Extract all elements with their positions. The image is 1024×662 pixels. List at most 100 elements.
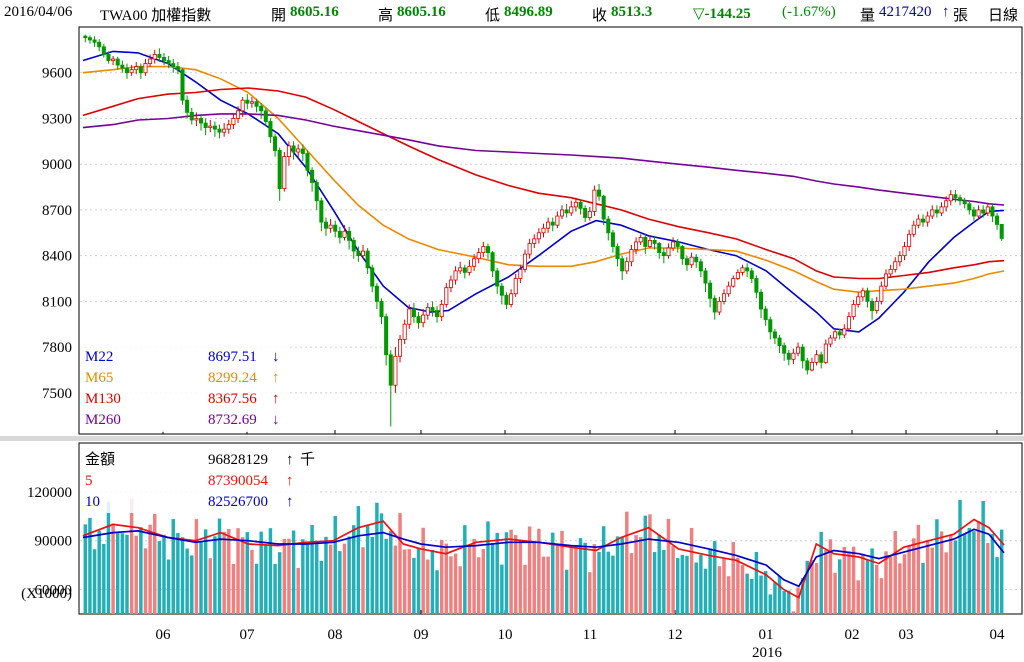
candle-body (578, 201, 583, 209)
candle-body (860, 290, 865, 298)
candle-body (351, 240, 356, 252)
candle-body (97, 41, 102, 48)
candle-body (185, 99, 190, 113)
candle (777, 334, 782, 354)
candle (421, 309, 426, 328)
volume-ma5-line (82, 518, 1005, 599)
candle (708, 280, 713, 308)
candle (300, 144, 305, 162)
candle-body (495, 270, 500, 287)
volume-bar (555, 543, 560, 614)
candle-body (393, 355, 398, 386)
candle (323, 217, 328, 236)
candle (550, 217, 555, 232)
volume-bar (773, 582, 777, 614)
candle (805, 357, 810, 375)
candle (569, 200, 574, 217)
close-value: 8513.3 (611, 4, 653, 20)
candle-body (273, 136, 278, 151)
volume-bar (791, 611, 796, 614)
candle (328, 219, 333, 233)
candle-body (657, 243, 662, 254)
candle (652, 235, 657, 250)
panel-divider[interactable] (0, 436, 1024, 441)
volume-bar (708, 548, 712, 614)
candle (439, 299, 444, 322)
candle-body (745, 267, 750, 272)
candle-body (948, 194, 953, 202)
volume-bar (236, 528, 240, 614)
volume-bar (407, 549, 412, 614)
candle (990, 203, 995, 223)
volume-bar (393, 545, 398, 614)
candle (819, 351, 824, 369)
candle (101, 43, 106, 58)
candle (856, 292, 861, 308)
volume-bar (643, 515, 648, 614)
volume-bar (254, 563, 259, 614)
volume-bar (92, 549, 97, 614)
legend-arrow-m260: ↓ (272, 412, 280, 428)
candle-body (643, 236, 648, 247)
period-label: 日線 (988, 8, 1019, 24)
candle (597, 184, 602, 201)
candle (536, 228, 541, 244)
x-tick-label: 12 (668, 627, 683, 643)
candle-body (684, 258, 689, 266)
volume-bar (949, 534, 953, 614)
volume-bar (620, 536, 624, 614)
x-tick-label: 02 (845, 627, 860, 643)
candle-body (356, 250, 361, 257)
volume-bar (361, 547, 365, 614)
candle (444, 283, 449, 308)
volume-legend-name: 5 (85, 473, 93, 489)
candle (175, 62, 180, 75)
candle-body (222, 128, 227, 133)
volume-bar (495, 532, 499, 614)
candle (462, 264, 467, 279)
candle-body (194, 118, 199, 121)
volume-bar (148, 524, 152, 614)
candle (809, 357, 814, 372)
candle (828, 334, 833, 348)
volume-bar (217, 518, 222, 614)
candle-body (883, 273, 889, 287)
volume-y-tick-label: 60000 (35, 583, 73, 599)
volume-bar (208, 558, 213, 614)
candle (185, 95, 190, 119)
candle-body (740, 267, 745, 273)
candle (384, 313, 389, 366)
candle-body (425, 307, 430, 316)
candlestick-series (83, 34, 1004, 427)
candle-body (712, 297, 717, 313)
candle-body (319, 200, 324, 223)
candle-body (990, 206, 995, 217)
candle-body (421, 314, 426, 324)
volume-bar (856, 580, 860, 614)
volume-bar (106, 501, 111, 614)
candle-body (439, 304, 444, 318)
candle (161, 52, 167, 66)
candle (749, 267, 754, 284)
volume-legend-value: 96828129 (208, 452, 268, 468)
x-tick-label: 08 (328, 627, 343, 643)
candle-body (370, 267, 375, 287)
volume-bar (972, 531, 976, 614)
volume-bar (916, 524, 921, 614)
candle (143, 59, 148, 76)
candle (472, 254, 477, 271)
candle-body (217, 128, 222, 133)
candle-body (902, 246, 907, 257)
candle (573, 197, 578, 212)
candle (513, 273, 518, 297)
candle-body (106, 54, 111, 61)
date-label: 2016/04/06 (4, 4, 73, 20)
volume-bar (583, 542, 587, 614)
candle-body (490, 252, 495, 272)
candle-body (786, 352, 791, 360)
candle-body (819, 354, 824, 363)
legend-value-m22: 8697.51 (208, 349, 257, 365)
candle (157, 48, 162, 63)
candle-body (823, 343, 828, 363)
candle-body (870, 300, 875, 311)
